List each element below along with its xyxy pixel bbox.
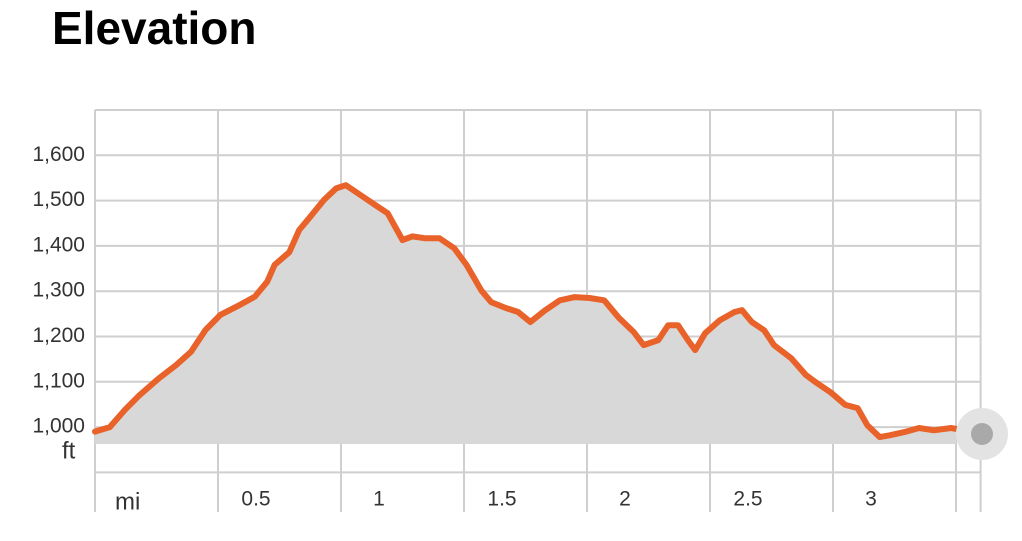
y-tick-label: 1,400 <box>32 233 85 256</box>
x-axis-unit: mi <box>115 488 140 515</box>
x-tick-label: 1.5 <box>487 488 516 511</box>
y-tick-label: 1,300 <box>32 279 85 302</box>
y-tick-label: 1,000 <box>32 415 85 438</box>
x-tick-label: 2 <box>619 488 631 511</box>
y-tick-label: 1,600 <box>32 143 85 166</box>
x-tick-label: 3 <box>865 488 877 511</box>
x-tick-label: 1 <box>373 488 385 511</box>
scrub-handle-dot <box>971 423 993 445</box>
elevation-area <box>95 185 956 444</box>
x-tick-label: 0.5 <box>241 488 270 511</box>
chart-title: Elevation <box>52 2 257 54</box>
x-tick-label: 2.5 <box>733 488 762 511</box>
y-tick-label: 1,500 <box>32 188 85 211</box>
y-tick-label: 1,100 <box>32 369 85 392</box>
y-tick-label: 1,200 <box>32 324 85 347</box>
elevation-line <box>92 182 959 441</box>
y-axis-unit: ft <box>62 437 76 464</box>
